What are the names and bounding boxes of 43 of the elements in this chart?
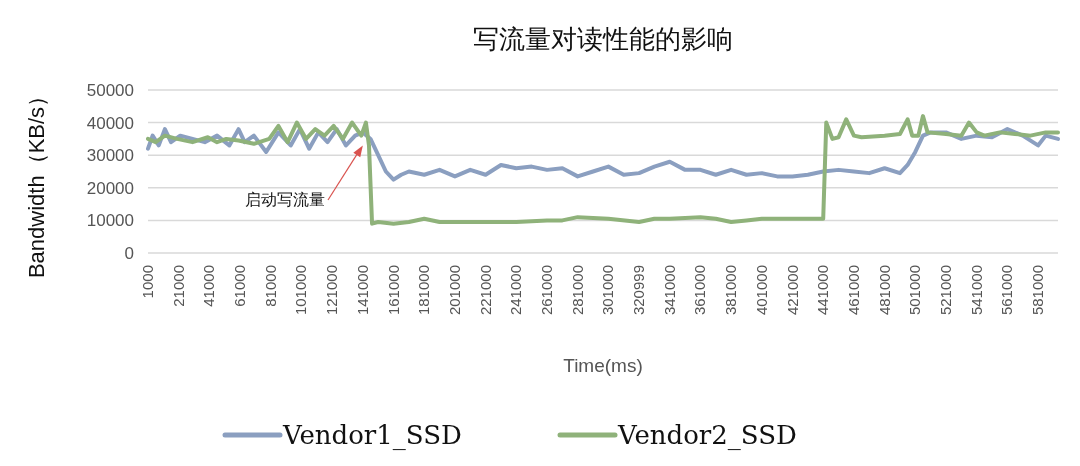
x-tick-label: 401000 (752, 265, 770, 316)
y-tick-label: 40000 (86, 113, 134, 133)
x-tick-label: 221000 (476, 265, 494, 316)
x-axis-title: Time(ms) (563, 355, 643, 376)
x-tick-label: 361000 (691, 265, 709, 316)
legend-label: Vendor1_SSD (282, 420, 462, 451)
x-tick-label: 281000 (568, 265, 586, 316)
x-tick-label: 241000 (507, 265, 525, 316)
x-tick-label: 461000 (844, 265, 862, 316)
x-tick-label: 521000 (936, 265, 954, 316)
x-tick-label: 61000 (231, 265, 249, 307)
line-series (146, 114, 1060, 226)
x-tick-label: 341000 (660, 265, 678, 316)
x-tick-label: 181000 (415, 265, 433, 316)
x-tick-label: 101000 (292, 265, 310, 316)
x-tick-label: 501000 (906, 265, 924, 316)
x-tick-label: 320999 (630, 265, 648, 316)
x-tick-label: 541000 (967, 265, 985, 316)
x-tick-label: 161000 (384, 265, 402, 316)
y-tick-label: 20000 (86, 178, 134, 198)
x-tick-label: 1000 (139, 265, 156, 299)
y-tick-label: 10000 (86, 211, 134, 231)
chart-title: 写流量对读性能的影响 (473, 24, 733, 54)
annotation: 启动写流量 (245, 191, 325, 208)
x-tick-label: 581000 (1029, 265, 1047, 316)
x-tick-label: 421000 (783, 265, 801, 316)
x-tick-label: 301000 (599, 265, 617, 316)
y-tick-label: 30000 (86, 146, 134, 166)
legend-label: Vendor2_SSD (617, 420, 797, 451)
x-tick-label: 81000 (261, 265, 279, 307)
y-axis-title: Bandwidth（KB/s） (24, 84, 49, 279)
y-tick-label: 0 (124, 244, 134, 263)
x-tick-label: 141000 (353, 265, 371, 316)
x-tick-label: 41000 (200, 265, 218, 307)
x-tick-label: 201000 (445, 265, 463, 316)
x-tick-label: 381000 (722, 265, 740, 316)
x-tick-label: 121000 (323, 265, 341, 316)
x-tick-label: 481000 (875, 265, 893, 316)
x-tick-label: 441000 (814, 265, 832, 316)
y-tick-label: 50000 (86, 81, 134, 100)
x-tick-label: 21000 (169, 265, 187, 307)
x-tick-label: 261000 (537, 265, 555, 316)
x-tick-label: 561000 (998, 265, 1016, 316)
